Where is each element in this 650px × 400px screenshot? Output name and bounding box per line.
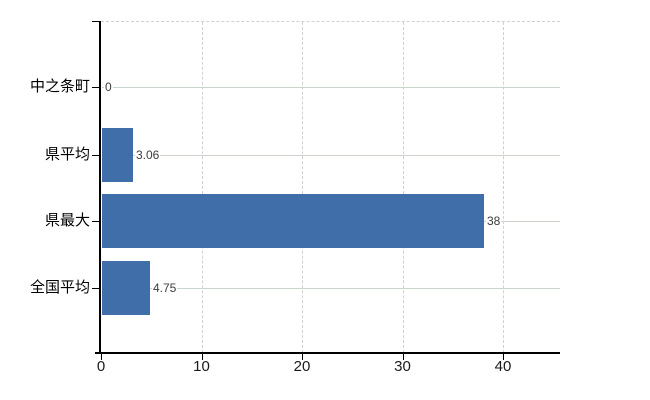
x-gridline [201,22,203,353]
x-axis-tick [302,354,303,360]
plot-top-border [101,21,560,22]
y-axis-tick [92,87,101,88]
x-tick-label: 30 [394,358,411,375]
y-axis-tick [92,288,101,289]
x-tick-label: 40 [494,358,512,375]
bar [102,261,150,315]
x-axis-tick [201,354,203,360]
x-axis-tick [503,354,504,360]
x-axis [95,352,560,354]
x-axis-tick [402,354,404,360]
bar [102,128,133,182]
x-tick-label: 10 [193,358,210,375]
y-axis-top-tick [92,21,101,22]
category-gridline [102,87,560,88]
category-gridline [102,288,560,289]
bar-value-label: 0 [104,80,113,94]
x-axis-tick [101,354,102,360]
bar-value-label: 3.06 [135,148,161,162]
x-gridline [402,22,404,353]
category-label: 全国平均 [29,279,90,296]
category-label: 中之条町 [29,78,90,95]
bar [102,194,484,248]
x-gridline [503,22,504,353]
x-tick-label: 20 [293,358,311,375]
bar-value-label: 4.75 [152,281,178,295]
bar-value-label: 38 [486,214,502,228]
x-gridline [302,22,303,353]
x-tick-label: 0 [96,358,106,375]
category-label: 県平均 [44,146,90,163]
category-label: 県最大 [44,212,90,229]
y-axis [99,21,101,353]
y-axis-tick [92,155,101,156]
category-gridline [102,155,560,156]
y-axis-tick [92,221,101,222]
